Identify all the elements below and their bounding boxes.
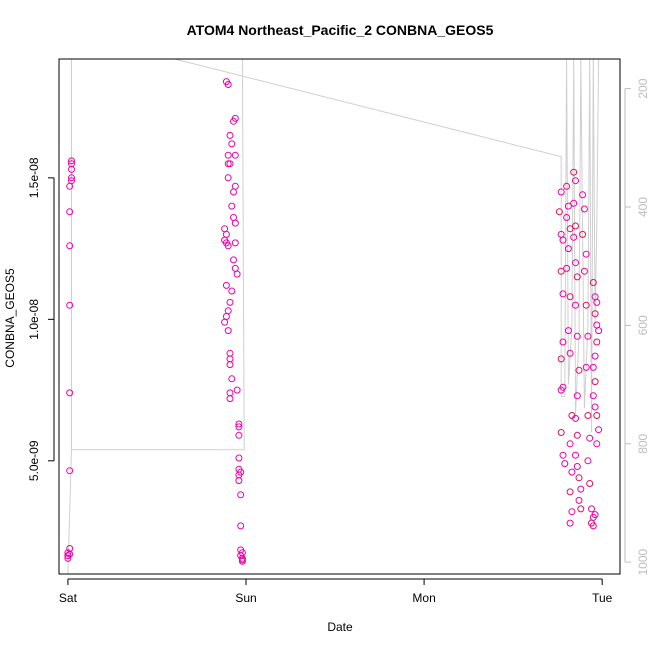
data-points-layer (65, 79, 602, 565)
y-axis: 5.0e-09 1.0e-08 1.5e-08 (27, 157, 54, 481)
data-point (574, 464, 580, 470)
data-point (225, 308, 231, 314)
data-point (587, 481, 593, 487)
y-tick-label: 1.5e-08 (27, 157, 41, 198)
data-point (234, 387, 240, 393)
y-axis-label: CONBNA_GEOS5 (3, 268, 17, 368)
data-point (585, 458, 591, 464)
data-point (573, 178, 579, 184)
data-point (229, 203, 235, 209)
data-point (225, 152, 231, 158)
data-point (574, 432, 580, 438)
y2-tick-label: 1000 (636, 548, 650, 575)
data-point (571, 200, 577, 206)
data-point (223, 314, 229, 320)
data-point (587, 435, 593, 441)
data-point (236, 432, 242, 438)
data-point (567, 489, 573, 495)
data-point (581, 268, 587, 274)
data-point (592, 379, 598, 385)
data-point (596, 328, 602, 334)
x-tick-label: Tue (592, 591, 613, 605)
data-point (576, 497, 582, 503)
data-point (567, 441, 573, 447)
data-point (592, 353, 598, 359)
data-point (565, 246, 571, 252)
data-point (569, 509, 575, 515)
data-point (231, 257, 237, 263)
data-point (225, 328, 231, 334)
y-tick-label: 1.0e-08 (27, 299, 41, 340)
data-point (232, 220, 238, 226)
data-point (594, 441, 600, 447)
x-tick-label: Sat (59, 591, 78, 605)
data-point (222, 226, 228, 232)
data-point (573, 260, 579, 266)
data-point (231, 189, 237, 195)
data-point (567, 520, 573, 526)
data-point (576, 475, 582, 481)
y2-tick-label: 200 (636, 78, 650, 98)
data-point (596, 427, 602, 433)
y2-tick-label: 400 (636, 197, 650, 217)
data-point (222, 319, 228, 325)
data-point (223, 282, 229, 288)
data-point (573, 452, 579, 458)
data-point (238, 523, 244, 529)
y2-tick-label: 800 (636, 433, 650, 453)
data-point (573, 302, 579, 308)
data-point (576, 367, 582, 373)
data-point (578, 506, 584, 512)
plot-frame (59, 59, 620, 574)
data-point (560, 452, 566, 458)
data-point (585, 413, 591, 419)
y-tick-label: 5.0e-09 (27, 440, 41, 481)
data-point (67, 468, 73, 474)
data-point (227, 132, 233, 138)
data-point (225, 175, 231, 181)
data-point (562, 461, 568, 467)
x-axis: Sat Sun Mon Tue (59, 579, 613, 605)
data-point (227, 396, 233, 402)
data-point (564, 183, 570, 189)
data-point (232, 240, 238, 246)
data-point (234, 271, 240, 277)
data-point (558, 430, 564, 436)
y2-tick-label: 600 (636, 315, 650, 335)
data-point (571, 169, 577, 175)
data-point (569, 469, 575, 475)
data-point (578, 486, 584, 492)
data-point (227, 299, 233, 305)
data-point (227, 390, 233, 396)
data-point (229, 141, 235, 147)
right-pressure-axis: 200 400 600 800 1000 (625, 78, 650, 575)
pressure-line-layer (68, 59, 602, 574)
data-point (592, 404, 598, 410)
data-point (227, 362, 233, 368)
data-point (232, 265, 238, 271)
x-axis-label: Date (327, 620, 353, 634)
data-point (594, 413, 600, 419)
data-point (564, 265, 570, 271)
data-point (229, 288, 235, 294)
x-tick-label: Sun (235, 591, 256, 605)
data-point (238, 492, 244, 498)
pressure-line (68, 59, 602, 574)
data-point (564, 215, 570, 221)
data-point (232, 183, 238, 189)
data-point (223, 231, 229, 237)
chart-title: ATOM4 Northeast_Pacific_2 CONBNA_GEOS5 (187, 22, 494, 38)
data-point (231, 215, 237, 221)
data-point (573, 223, 579, 229)
data-point (594, 339, 600, 345)
data-point (229, 376, 235, 382)
data-point (571, 234, 577, 240)
data-point (232, 152, 238, 158)
data-point (236, 455, 242, 461)
data-point (589, 506, 595, 512)
x-tick-label: Mon (412, 591, 435, 605)
